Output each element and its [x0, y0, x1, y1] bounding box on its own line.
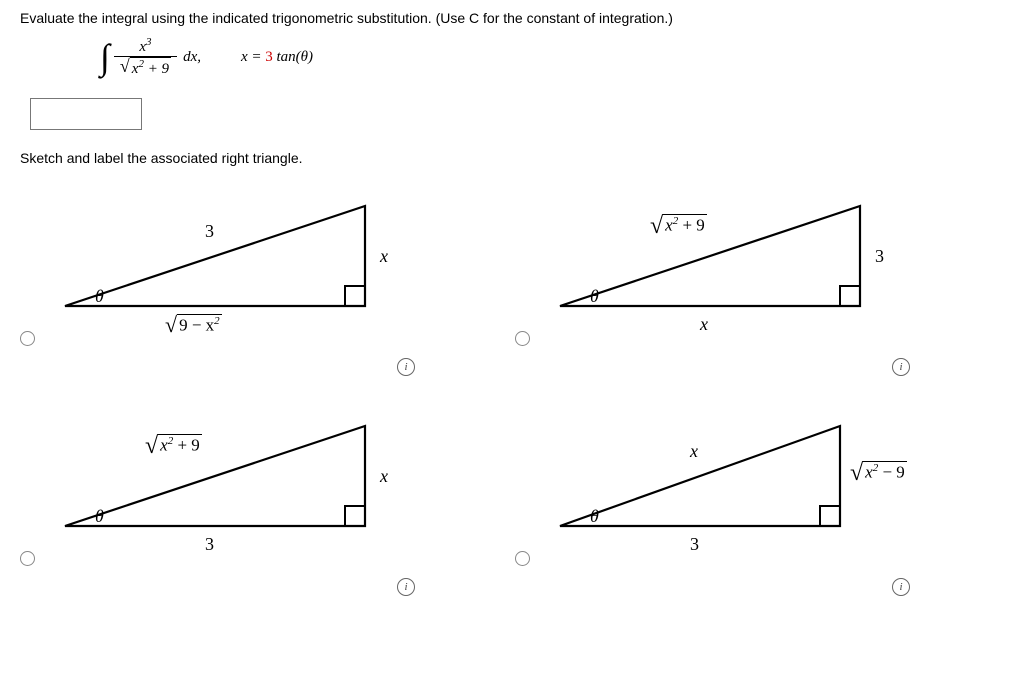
hyp-label: 3: [205, 221, 214, 242]
info-icon[interactable]: i: [892, 578, 910, 596]
instruction-text: Evaluate the integral using the indicate…: [20, 10, 1004, 26]
option-4: x √x2 − 9 3 θ i: [515, 406, 980, 566]
triangle-options: 3 x √9 − x2 θ i √x2 + 9 3 x θ i: [20, 186, 980, 566]
option-3: √x2 + 9 x 3 θ i: [20, 406, 485, 566]
opp-label: 3: [875, 246, 884, 267]
option-3-radio[interactable]: [20, 551, 35, 566]
option-1-radio[interactable]: [20, 331, 35, 346]
substitution: x = 3 tan(θ): [241, 49, 313, 66]
info-icon[interactable]: i: [892, 358, 910, 376]
adj-label: √9 − x2: [165, 314, 222, 337]
triangle-svg: [55, 186, 385, 326]
dx-text: dx,: [183, 49, 201, 66]
option-2: √x2 + 9 3 x θ i: [515, 186, 980, 346]
hyp-label: x: [690, 441, 698, 462]
hyp-label: √x2 + 9: [650, 214, 707, 238]
info-icon[interactable]: i: [397, 358, 415, 376]
integral-sign: ∫: [100, 36, 110, 78]
theta-label: θ: [590, 506, 599, 527]
adj-label: 3: [205, 534, 214, 555]
triangle-svg: [55, 406, 385, 546]
sketch-instruction: Sketch and label the associated right tr…: [20, 150, 1004, 166]
theta-label: θ: [95, 506, 104, 527]
opp-label: x: [380, 246, 388, 267]
option-2-radio[interactable]: [515, 331, 530, 346]
option-4-radio[interactable]: [515, 551, 530, 566]
adj-label: 3: [690, 534, 699, 555]
theta-label: θ: [590, 286, 599, 307]
integral-expression: ∫ x3 √ x2 + 9 dx, x = 3 tan(θ): [100, 36, 1004, 78]
adj-label: x: [700, 314, 708, 335]
answer-input[interactable]: [30, 98, 142, 130]
hyp-label: √x2 + 9: [145, 434, 202, 458]
theta-label: θ: [95, 286, 104, 307]
opp-label: √x2 − 9: [850, 461, 907, 485]
info-icon[interactable]: i: [397, 578, 415, 596]
option-1: 3 x √9 − x2 θ i: [20, 186, 485, 346]
opp-label: x: [380, 466, 388, 487]
integrand-fraction: x3 √ x2 + 9: [114, 36, 177, 78]
triangle-svg: [550, 406, 880, 546]
triangle-svg: [550, 186, 880, 326]
